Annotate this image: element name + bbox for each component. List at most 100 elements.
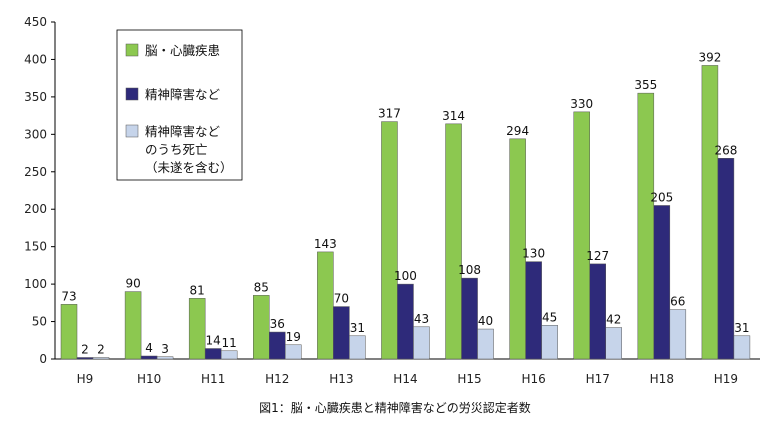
chart-caption: 図1：脳・心臓疾患と精神障害などの労災認定者数 <box>259 400 531 415</box>
data-label-H9-series-1: 73 <box>61 289 76 303</box>
data-label-H17-series-1: 330 <box>570 97 593 111</box>
legend-swatch-2 <box>125 87 139 101</box>
bar-H9-series-3 <box>92 357 110 360</box>
bar-H11-series-2 <box>204 348 222 360</box>
data-label-H10-series-3: 3 <box>161 342 169 356</box>
y-tick-label: 0 <box>39 352 47 366</box>
data-label-H17-series-2: 127 <box>586 249 609 263</box>
data-label-H18-series-2: 205 <box>650 190 673 204</box>
data-label-H14-series-1: 317 <box>378 107 401 121</box>
y-tick-label: 50 <box>32 315 47 329</box>
data-label-H19-series-2: 268 <box>714 143 737 157</box>
bar-H13-series-3 <box>349 335 366 360</box>
data-label-H15-series-3: 40 <box>478 314 493 328</box>
bar-H13-series-2 <box>333 306 350 360</box>
bar-H17-series-3 <box>605 327 622 360</box>
bar-H9-series-2 <box>76 357 94 360</box>
data-label-H11-series-3: 11 <box>222 336 237 350</box>
bar-H17-series-1 <box>573 111 590 360</box>
bar-H15-series-2 <box>461 277 478 360</box>
bar-H14-series-3 <box>413 326 430 360</box>
x-tick-label: H18 <box>650 372 674 386</box>
bar-H19-series-3 <box>733 335 751 360</box>
bar-H18-series-3 <box>669 309 687 360</box>
bar-H15-series-3 <box>477 328 494 360</box>
bar-H12-series-1 <box>253 295 270 360</box>
data-label-H10-series-2: 4 <box>145 341 153 355</box>
data-label-H16-series-2: 130 <box>522 247 545 261</box>
bar-H18-series-2 <box>653 205 671 360</box>
bar-H16-series-2 <box>525 261 542 360</box>
bar-H11-series-3 <box>220 350 238 360</box>
legend-swatch-3 <box>125 124 139 138</box>
x-tick-label: H17 <box>586 372 610 386</box>
legend-label-1: 脳・心臓疾患 <box>145 43 220 58</box>
x-tick-label: H19 <box>714 372 738 386</box>
x-tick-label: H13 <box>329 372 353 386</box>
data-label-H16-series-3: 45 <box>542 310 557 324</box>
bar-H10-series-2 <box>140 355 158 360</box>
legend-swatch-1 <box>125 43 139 57</box>
data-label-H18-series-1: 355 <box>634 78 657 92</box>
bar-H19-series-1 <box>701 65 719 360</box>
legend-label-3: 精神障害など <box>145 124 221 139</box>
data-label-H17-series-3: 42 <box>606 313 621 327</box>
data-label-H14-series-3: 43 <box>414 312 429 326</box>
data-label-H15-series-2: 108 <box>458 263 481 277</box>
bars <box>60 65 751 360</box>
bar-H16-series-1 <box>509 138 526 360</box>
data-label-H19-series-1: 392 <box>698 50 721 64</box>
y-tick-label: 100 <box>24 277 47 291</box>
bar-H14-series-2 <box>397 283 414 360</box>
x-tick-label: H14 <box>393 372 417 386</box>
x-tick-label: H16 <box>521 372 545 386</box>
x-tick-label: H11 <box>201 372 225 386</box>
data-label-H12-series-1: 85 <box>254 280 269 294</box>
bar-H17-series-2 <box>589 263 606 360</box>
data-label-H9-series-3: 2 <box>97 343 105 357</box>
x-tick-label: H10 <box>137 372 161 386</box>
x-tick-label: H9 <box>77 372 94 386</box>
data-label-H9-series-2: 2 <box>81 343 89 357</box>
data-label-H18-series-3: 66 <box>670 295 685 309</box>
data-label-H12-series-3: 19 <box>286 330 301 344</box>
x-tick-label: H15 <box>457 372 481 386</box>
bar-H19-series-2 <box>717 158 735 360</box>
data-label-H13-series-1: 143 <box>314 237 337 251</box>
data-label-H13-series-3: 31 <box>350 321 365 335</box>
bar-H16-series-3 <box>541 325 558 360</box>
y-tick-label: 150 <box>24 240 47 254</box>
x-axis-ticks: H9 H10 H11 H12 H13 H14 H15 H16 H17 H18 H19 <box>77 372 738 386</box>
bar-H10-series-3 <box>156 356 174 360</box>
y-tick-label: 450 <box>24 15 47 29</box>
bar-H11-series-1 <box>188 298 206 360</box>
data-label-H11-series-1: 81 <box>190 283 205 297</box>
y-tick-label: 300 <box>24 127 47 141</box>
data-label-H19-series-3: 31 <box>734 321 749 335</box>
data-label-H14-series-2: 100 <box>394 269 417 283</box>
bar-H9-series-1 <box>60 304 78 360</box>
data-label-H10-series-1: 90 <box>125 277 140 291</box>
legend-label-3: のうち死亡 <box>145 142 208 157</box>
data-label-H15-series-1: 314 <box>442 109 465 123</box>
data-label-H12-series-2: 36 <box>270 317 285 331</box>
legend-label-2: 精神障害など <box>145 87 221 102</box>
y-tick-label: 400 <box>24 52 47 66</box>
data-label-H13-series-2: 70 <box>334 292 349 306</box>
y-tick-label: 200 <box>24 202 47 216</box>
x-tick-label: H12 <box>265 372 289 386</box>
y-tick-label: 250 <box>24 165 47 179</box>
y-axis-ticks: 0 50 100 150 200 250 300 350 400 450 <box>24 15 55 366</box>
bar-H12-series-3 <box>285 344 302 360</box>
bar-H10-series-1 <box>124 291 142 360</box>
y-tick-label: 350 <box>24 90 47 104</box>
legend-label-3: （未遂を含む） <box>145 160 233 175</box>
bar-H12-series-2 <box>269 331 286 360</box>
bar-H18-series-1 <box>637 92 655 360</box>
bar-H14-series-1 <box>381 121 398 360</box>
bar-H15-series-1 <box>445 123 462 360</box>
bar-H13-series-1 <box>317 251 334 360</box>
